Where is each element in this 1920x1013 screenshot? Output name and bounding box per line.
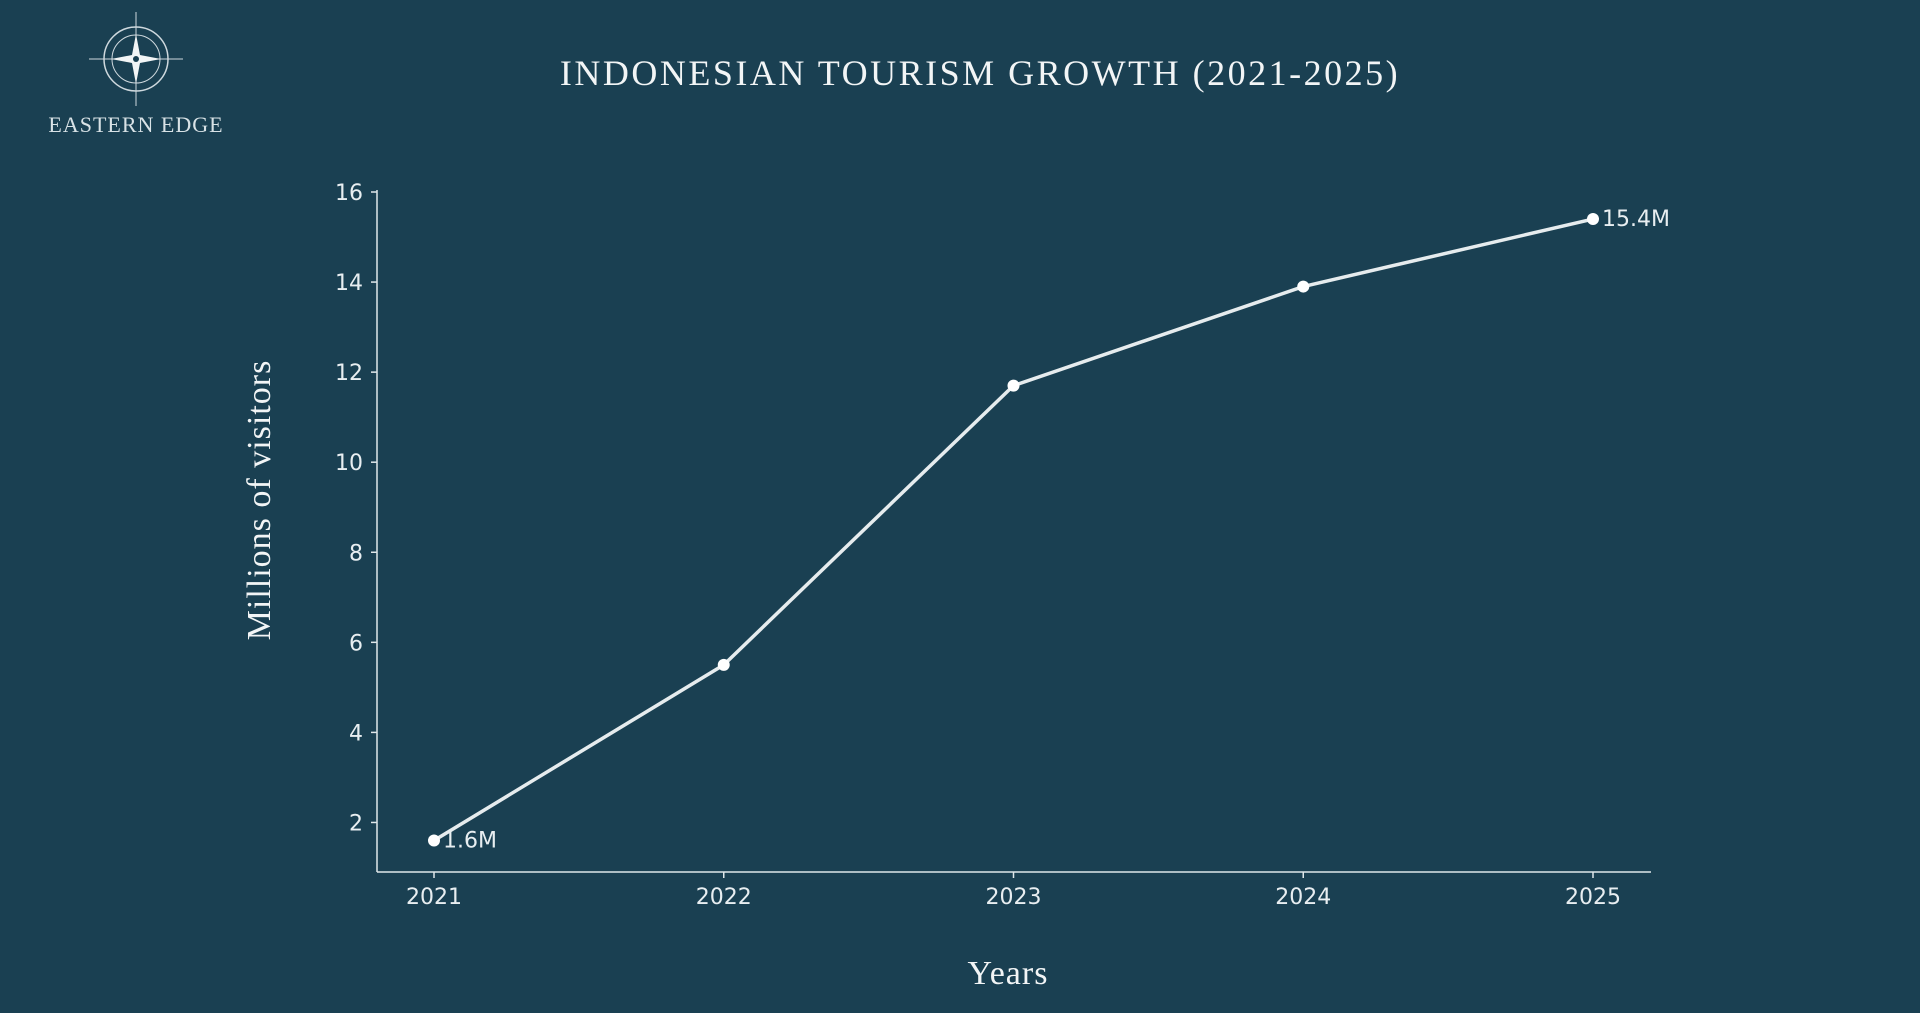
x-tick-label: 2025 <box>1565 885 1621 910</box>
data-point <box>1297 280 1310 293</box>
y-axis-title: Millions of visitors <box>241 360 278 641</box>
series-line <box>432 217 1595 843</box>
data-labels: 1.6M 15.4M <box>443 207 1670 853</box>
y-tick-label: 6 <box>349 631 363 656</box>
data-label: 1.6M <box>443 828 497 853</box>
data-label: 15.4M <box>1602 207 1670 232</box>
x-tick-label: 2023 <box>986 885 1042 910</box>
series-layer <box>428 213 1599 847</box>
y-tick-label: 16 <box>335 181 363 206</box>
data-point <box>1587 213 1599 226</box>
brand-name: EASTERN EDGE <box>48 112 224 137</box>
compass-star-icon <box>89 12 183 106</box>
y-tick-label: 8 <box>349 541 363 566</box>
data-point <box>1007 379 1020 392</box>
y-tick-label: 4 <box>349 721 363 746</box>
chart-axes <box>376 190 1651 873</box>
y-axis-ticks: 2 4 6 8 10 12 14 16 <box>335 181 377 836</box>
data-point <box>717 658 730 671</box>
y-tick-label: 12 <box>335 361 363 386</box>
x-axis-title: Years <box>968 955 1049 992</box>
brand-logo: EASTERN EDGE <box>34 12 238 142</box>
chart-title: INDONESIAN TOURISM GROWTH (2021-2025) <box>559 53 1401 93</box>
y-tick-label: 14 <box>335 271 363 296</box>
data-point <box>428 834 440 847</box>
x-axis-ticks: 2021 2022 2023 2024 2025 <box>406 872 1621 910</box>
x-tick-label: 2021 <box>406 885 462 910</box>
x-tick-label: 2024 <box>1275 885 1331 910</box>
x-tick-label: 2022 <box>696 885 752 910</box>
y-tick-label: 2 <box>349 811 363 836</box>
y-tick-label: 10 <box>335 451 363 476</box>
